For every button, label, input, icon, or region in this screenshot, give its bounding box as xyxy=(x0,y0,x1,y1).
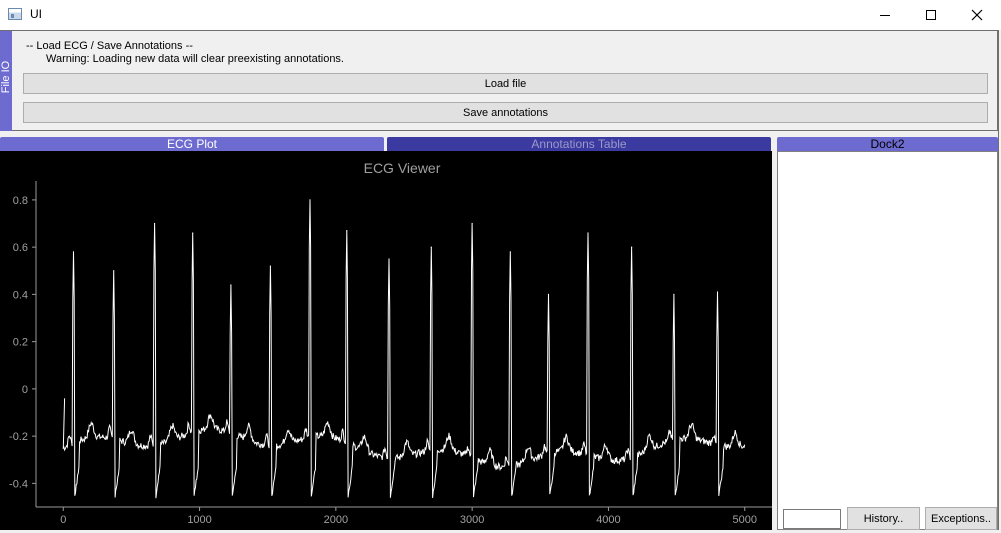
chart-axes: -0.4 -0.2 0 0.2 0.4 0.6 0.8 0 1000 2000 3000 4000 50… xyxy=(9,181,772,526)
exceptions-button[interactable]: Exceptions.. xyxy=(925,507,997,530)
x-tick-label: 1000 xyxy=(187,514,211,526)
tab-annotations-table[interactable]: Annotations Table xyxy=(387,137,771,151)
window-right-border xyxy=(998,30,999,530)
r-peak-point xyxy=(192,232,194,234)
minimize-icon xyxy=(880,15,890,16)
r-peak-point xyxy=(430,246,432,248)
console-input[interactable] xyxy=(783,509,841,529)
r-peak-point xyxy=(113,270,115,272)
r-peak-point xyxy=(716,291,719,293)
r-peak-point xyxy=(269,265,272,267)
x-tick-label: 3000 xyxy=(460,514,484,526)
file-io-dock: File IO -- Load ECG / Save Annotations -… xyxy=(0,30,998,131)
r-peak-point xyxy=(673,293,675,295)
history-button[interactable]: History.. xyxy=(847,507,920,530)
file-io-heading: -- Load ECG / Save Annotations -- xyxy=(26,40,193,52)
y-tick-label: -0.2 xyxy=(9,431,28,443)
r-peak-point xyxy=(547,293,550,295)
file-io-dock-tab[interactable]: File IO xyxy=(0,31,12,131)
ecg-plot-area[interactable]: ECG Viewer -0.4 -0.2 0 0.2 0.4 0.6 0.8 0 1000 200… xyxy=(0,151,772,530)
y-tick-label: 0.8 xyxy=(13,195,28,207)
app-window-icon xyxy=(8,8,22,20)
tab-ecg-plot[interactable]: ECG Plot xyxy=(0,137,384,151)
r-peak-point xyxy=(509,251,511,253)
close-button[interactable] xyxy=(954,0,1000,30)
x-tick-label: 4000 xyxy=(596,514,620,526)
file-io-warning: Warning: Loading new data will clear pre… xyxy=(46,53,344,65)
title-bar: UI xyxy=(0,0,1001,30)
r-peak-point xyxy=(388,258,390,260)
close-icon xyxy=(971,9,983,21)
y-tick-label: 0.4 xyxy=(13,289,28,301)
ecg-chart[interactable]: ECG Viewer -0.4 -0.2 0 0.2 0.4 0.6 0.8 0 1000 200… xyxy=(0,151,772,530)
r-peak-point xyxy=(631,246,633,248)
x-tick-label: 5000 xyxy=(732,514,756,526)
r-peak-point xyxy=(230,284,232,286)
r-peak-point xyxy=(153,222,156,225)
y-tick-label: 0.2 xyxy=(13,337,28,349)
y-tick-label: 0.6 xyxy=(13,242,28,254)
save-annotations-button[interactable]: Save annotations xyxy=(23,102,988,123)
r-peak-point xyxy=(346,230,348,232)
window-title: UI xyxy=(30,7,42,21)
r-peak-point xyxy=(587,232,589,234)
file-io-dock-label: File IO xyxy=(0,60,12,94)
maximize-icon xyxy=(926,10,936,20)
dock2-panel: History.. Exceptions.. xyxy=(777,151,998,530)
y-tick-label: -0.4 xyxy=(9,478,28,490)
minimize-button[interactable] xyxy=(862,0,908,30)
r-peak-point xyxy=(471,222,473,225)
x-tick-label: 0 xyxy=(60,514,66,526)
ecg-trace xyxy=(62,199,746,499)
ecg-series-line xyxy=(62,199,746,499)
dock2-title-tab[interactable]: Dock2 xyxy=(777,137,998,151)
chart-title: ECG Viewer xyxy=(364,160,441,176)
x-tick-label: 2000 xyxy=(324,514,348,526)
r-peak-point xyxy=(309,199,311,201)
load-file-button[interactable]: Load file xyxy=(23,73,988,94)
maximize-button[interactable] xyxy=(908,0,954,30)
y-tick-label: 0 xyxy=(22,384,28,396)
r-peak-point xyxy=(72,251,75,253)
